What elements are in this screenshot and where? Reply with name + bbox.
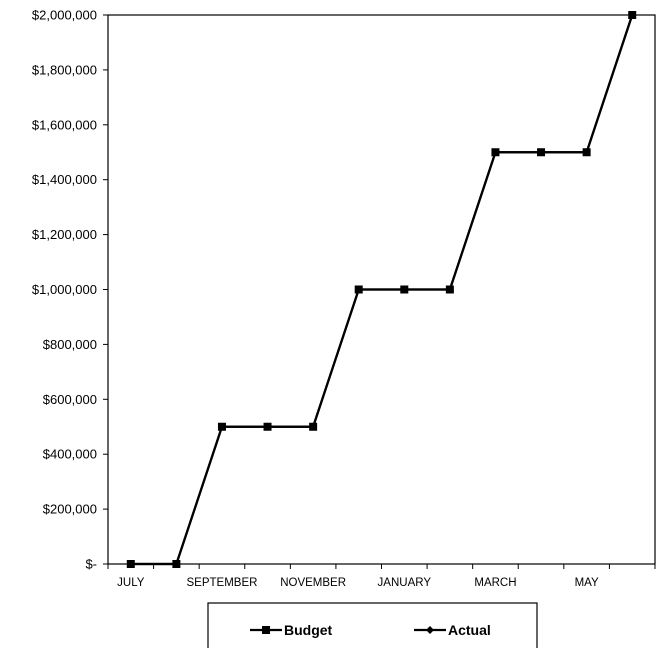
- data-point-budget: [537, 148, 546, 157]
- data-point-budget: [354, 285, 363, 294]
- legend: Budget Actual: [207, 602, 538, 653]
- y-tick-label: $200,000: [43, 502, 97, 517]
- data-point-budget: [263, 422, 272, 431]
- series: [126, 11, 637, 568]
- y-tick-label: $1,000,000: [32, 282, 97, 297]
- data-point-budget: [628, 11, 637, 19]
- y-tick-label: $1,400,000: [32, 172, 97, 187]
- data-point-budget: [126, 560, 135, 568]
- y-tick-label: $800,000: [43, 337, 97, 352]
- x-axis-ticks: JULY SEPTEMBER NOVEMBER JANUARY MARCH MAY: [107, 564, 656, 589]
- legend-item-budget: Budget: [250, 622, 333, 638]
- data-point-budget: [582, 148, 591, 157]
- x-tick-label: MARCH: [474, 577, 516, 589]
- series-line-budget: [130, 14, 634, 566]
- y-tick-label: $1,600,000: [32, 117, 97, 132]
- y-tick-label: $-: [85, 557, 97, 572]
- y-tick-label: $600,000: [43, 392, 97, 407]
- data-point-budget: [217, 422, 226, 431]
- x-tick-label: NOVEMBER: [280, 577, 346, 589]
- x-tick-label: JANUARY: [378, 577, 432, 589]
- data-point-budget: [309, 422, 318, 431]
- data-point-budget: [400, 285, 409, 294]
- data-point-budget: [445, 285, 454, 294]
- y-tick-label: $1,800,000: [32, 62, 97, 77]
- legend-marker: [426, 626, 434, 634]
- y-axis-ticks: $- $200,000 $400,000 $600,000 $800,000 $1,000…: [32, 8, 108, 572]
- legend-item-actual: Actual: [414, 622, 491, 638]
- data-point-budget: [491, 148, 500, 157]
- x-tick-label: JULY: [117, 577, 145, 589]
- series-budget: [126, 11, 637, 568]
- y-tick-label: $1,200,000: [32, 227, 97, 242]
- legend-label: Budget: [284, 622, 333, 638]
- x-tick-label: MAY: [575, 577, 599, 589]
- x-tick-label: SEPTEMBER: [186, 577, 257, 589]
- legend-label: Actual: [448, 622, 491, 638]
- data-point-budget: [172, 560, 181, 568]
- y-tick-label: $400,000: [43, 447, 97, 462]
- legend-marker: [262, 626, 270, 634]
- y-tick-label: $2,000,000: [32, 8, 97, 23]
